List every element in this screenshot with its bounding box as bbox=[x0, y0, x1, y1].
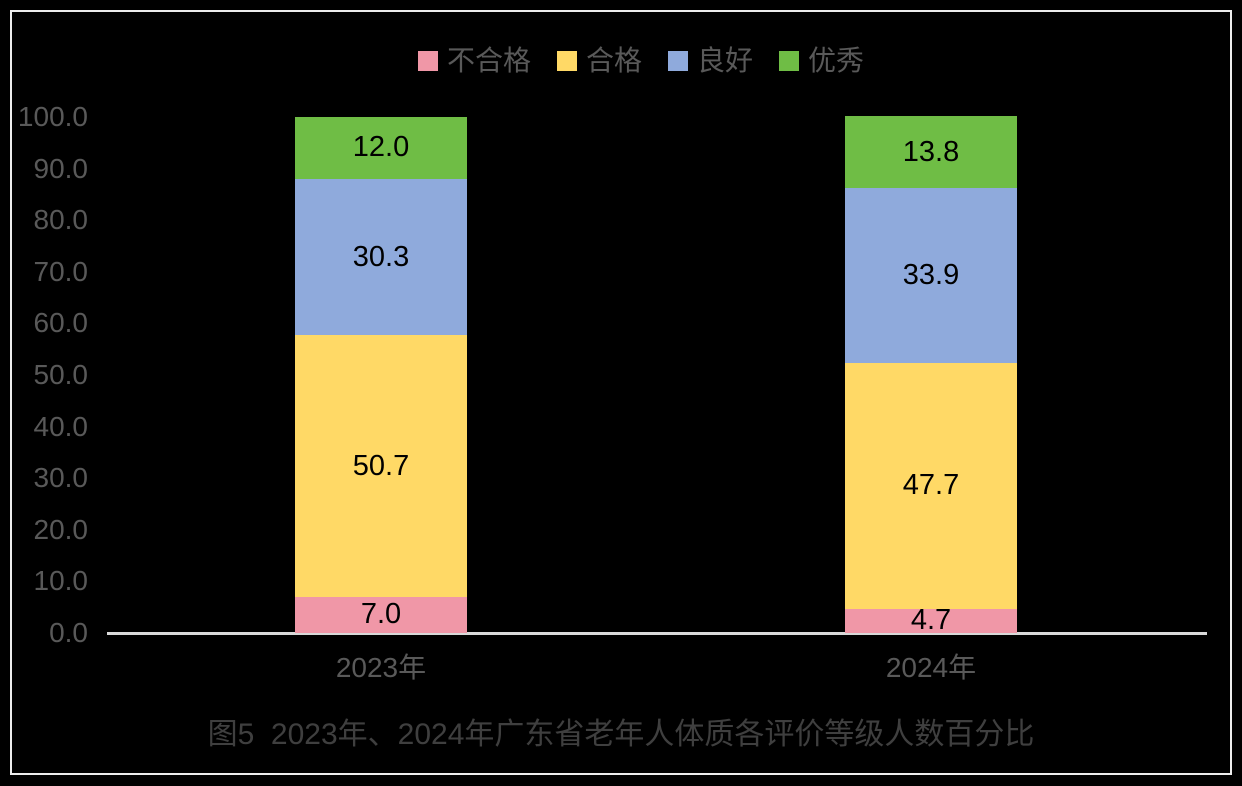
data-label: 47.7 bbox=[902, 469, 960, 502]
x-axis-label: 2023年 bbox=[335, 652, 427, 683]
legend-swatch-icon bbox=[668, 51, 689, 71]
legend-item-优秀: 优秀 bbox=[779, 47, 864, 75]
legend: 不合格 合格 良好 优秀 bbox=[418, 47, 864, 75]
legend-item-不合格: 不合格 bbox=[418, 47, 531, 75]
bar-segment-良好-2023年: 30.3 bbox=[295, 178, 467, 336]
data-label: 30.3 bbox=[352, 240, 410, 273]
data-label: 13.8 bbox=[902, 135, 960, 168]
y-tick-label: 100.0 bbox=[17, 101, 88, 132]
y-tick-label: 90.0 bbox=[33, 152, 89, 184]
legend-swatch-icon bbox=[557, 51, 578, 71]
y-tick-label: 40.0 bbox=[33, 410, 89, 442]
bar-segment-优秀-2023年: 12.0 bbox=[295, 117, 467, 179]
y-tick-label: 30.0 bbox=[33, 462, 89, 494]
bar-segment-不合格-2024年: 4.7 bbox=[845, 604, 1017, 637]
x-axis-line bbox=[107, 632, 1207, 635]
bar-segment-良好-2024年: 33.9 bbox=[845, 187, 1017, 363]
chart-border bbox=[10, 10, 1232, 775]
legend-label: 不合格 bbox=[447, 45, 532, 76]
y-tick-label: 20.0 bbox=[33, 513, 89, 545]
data-label: 33.9 bbox=[902, 258, 960, 291]
legend-swatch-icon bbox=[418, 51, 438, 71]
y-tick-label: 0.0 bbox=[49, 617, 88, 648]
data-label: 4.7 bbox=[910, 604, 952, 637]
data-label: 50.7 bbox=[352, 449, 410, 482]
bar-segment-合格-2023年: 50.7 bbox=[295, 335, 467, 597]
legend-label: 优秀 bbox=[808, 45, 865, 76]
legend-item-良好: 良好 bbox=[668, 47, 753, 75]
chart-title: 图5 2023年、2024年广东省老年人体质各评价等级人数百分比 bbox=[207, 718, 1035, 751]
y-tick-label: 70.0 bbox=[33, 255, 89, 287]
y-tick-label: 50.0 bbox=[33, 359, 89, 390]
legend-label: 良好 bbox=[697, 45, 754, 76]
legend-swatch-icon bbox=[779, 51, 800, 71]
y-tick-label: 10.0 bbox=[33, 565, 89, 597]
y-tick-label: 80.0 bbox=[33, 204, 89, 236]
data-label: 12.0 bbox=[352, 131, 410, 164]
legend-item-合格: 合格 bbox=[557, 47, 642, 75]
y-tick-label: 60.0 bbox=[33, 307, 89, 339]
legend-label: 合格 bbox=[586, 45, 643, 76]
bar-segment-不合格-2023年: 7.0 bbox=[295, 596, 467, 633]
bar-segment-优秀-2024年: 13.8 bbox=[845, 116, 1017, 188]
x-axis-label: 2024年 bbox=[885, 652, 977, 683]
bar-segment-合格-2024年: 47.7 bbox=[845, 362, 1017, 609]
data-label: 7.0 bbox=[360, 598, 402, 631]
